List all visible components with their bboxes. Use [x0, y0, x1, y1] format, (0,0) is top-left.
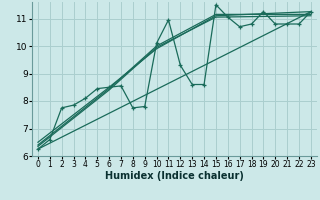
X-axis label: Humidex (Indice chaleur): Humidex (Indice chaleur): [105, 171, 244, 181]
